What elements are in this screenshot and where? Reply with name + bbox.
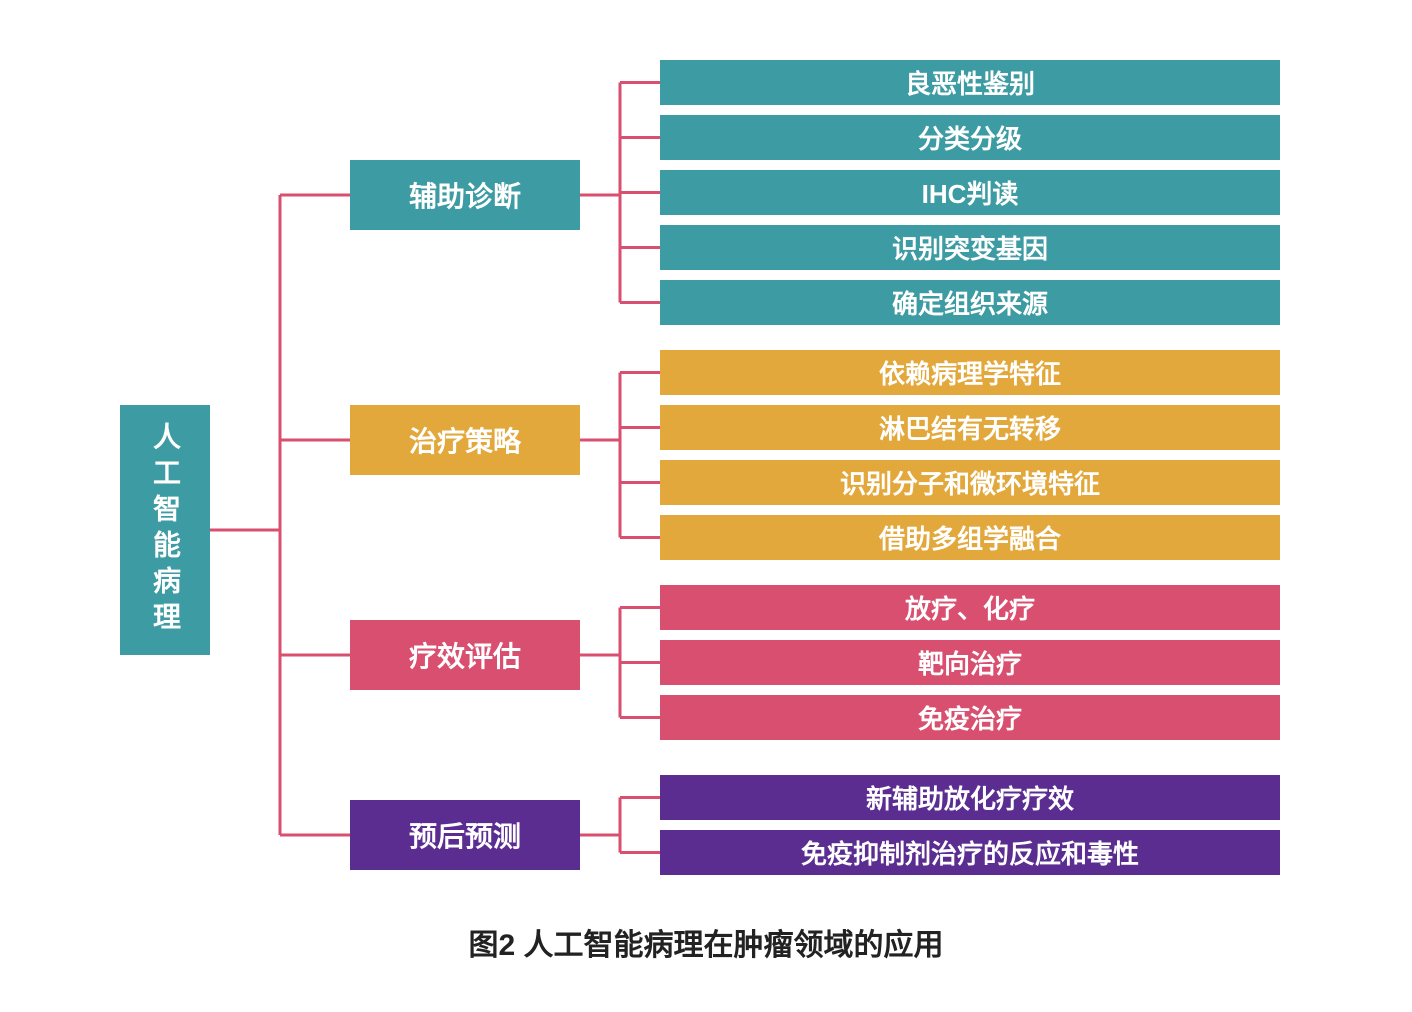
root-label: 人工智能病理 xyxy=(145,422,185,638)
leaf-node-0-4: 确定组织来源 xyxy=(660,280,1280,325)
leaf-label: IHC判读 xyxy=(922,174,1019,211)
leaf-label: 依赖病理学特征 xyxy=(879,354,1061,391)
figure-caption: 图2 人工智能病理在肿瘤领域的应用 xyxy=(100,920,1312,964)
category-label: 治疗策略 xyxy=(409,420,521,460)
category-label: 疗效评估 xyxy=(409,635,521,675)
leaf-label: 分类分级 xyxy=(918,119,1022,156)
leaf-node-3-0: 新辅助放化疗疗效 xyxy=(660,775,1280,820)
leaf-node-0-1: 分类分级 xyxy=(660,115,1280,160)
category-label: 预后预测 xyxy=(409,815,521,855)
leaf-node-0-3: 识别突变基因 xyxy=(660,225,1280,270)
leaf-label: 确定组织来源 xyxy=(892,284,1048,321)
leaf-label: 靶向治疗 xyxy=(918,644,1022,681)
leaf-label: 放疗、化疗 xyxy=(905,589,1035,626)
leaf-node-1-2: 识别分子和微环境特征 xyxy=(660,460,1280,505)
leaf-node-2-1: 靶向治疗 xyxy=(660,640,1280,685)
leaf-label: 识别分子和微环境特征 xyxy=(840,464,1100,501)
leaf-label: 淋巴结有无转移 xyxy=(879,409,1061,446)
leaf-node-1-1: 淋巴结有无转移 xyxy=(660,405,1280,450)
leaf-label: 良恶性鉴别 xyxy=(905,64,1035,101)
category-label: 辅助诊断 xyxy=(409,175,521,215)
category-node-0: 辅助诊断 xyxy=(350,160,580,230)
tree-diagram: 人工智能病理 辅助诊断 良恶性鉴别分类分级 IHC判读识别突变基因确定组织来源治疗策… xyxy=(100,50,1312,930)
leaf-node-2-2: 免疫治疗 xyxy=(660,695,1280,740)
leaf-label: 识别突变基因 xyxy=(892,229,1048,266)
leaf-node-0-0: 良恶性鉴别 xyxy=(660,60,1280,105)
category-node-1: 治疗策略 xyxy=(350,405,580,475)
category-node-2: 疗效评估 xyxy=(350,620,580,690)
leaf-label: 借助多组学融合 xyxy=(879,519,1061,556)
leaf-node-2-0: 放疗、化疗 xyxy=(660,585,1280,630)
leaf-label: 免疫抑制剂治疗的反应和毒性 xyxy=(801,834,1139,871)
leaf-node-1-3: 借助多组学融合 xyxy=(660,515,1280,560)
category-node-3: 预后预测 xyxy=(350,800,580,870)
leaf-node-3-1: 免疫抑制剂治疗的反应和毒性 xyxy=(660,830,1280,875)
leaf-label: 免疫治疗 xyxy=(918,699,1022,736)
root-node: 人工智能病理 xyxy=(120,405,210,655)
leaf-node-1-0: 依赖病理学特征 xyxy=(660,350,1280,395)
leaf-label: 新辅助放化疗疗效 xyxy=(866,779,1074,816)
leaf-node-0-2: IHC判读 xyxy=(660,170,1280,215)
